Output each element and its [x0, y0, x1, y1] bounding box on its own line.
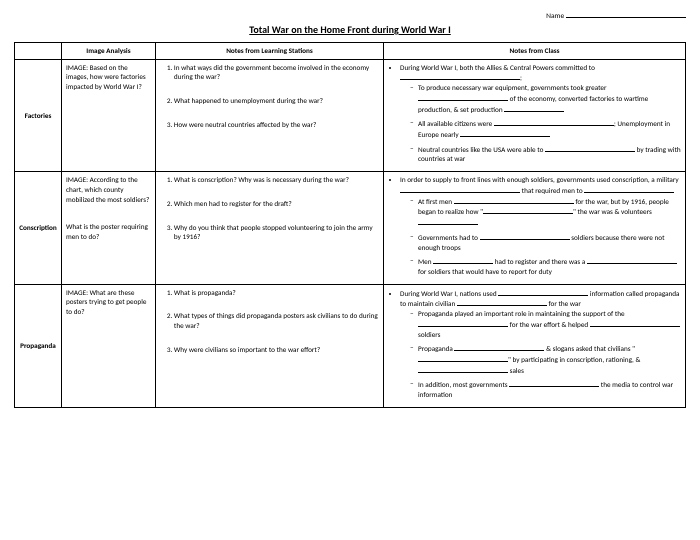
np3c: " by participating in conscription, rati…	[508, 355, 640, 364]
label-propaganda: Propaganda	[15, 284, 62, 407]
blank[interactable]	[460, 129, 550, 137]
blank[interactable]	[504, 104, 564, 112]
np1c: for the war	[549, 299, 581, 308]
q-f1: In what ways did the government become i…	[174, 63, 379, 82]
notes-factories: During World War I, both the Allies & Ce…	[384, 59, 686, 171]
blank[interactable]	[457, 298, 547, 306]
row-factories: Factories IMAGE: Based on the images, ho…	[15, 59, 686, 171]
questions-factories: In what ways did the government become i…	[155, 59, 383, 171]
name-label: Name	[546, 12, 564, 21]
np2b: for the war effort & helped	[510, 320, 589, 329]
blank[interactable]	[483, 206, 573, 214]
blank[interactable]	[545, 144, 635, 152]
q-p3: Why were civilians so important to the w…	[174, 345, 379, 355]
blank[interactable]	[590, 319, 680, 327]
col-stations: Notes from Learning Stations	[155, 43, 383, 60]
page-title: Total War on the Home Front during World…	[14, 23, 686, 36]
blank[interactable]	[509, 379, 599, 387]
nc1b: that required men to	[522, 186, 583, 195]
nf2a: To produce necessary war equipment, gove…	[418, 83, 606, 92]
col-blank	[15, 43, 62, 60]
blank[interactable]	[418, 365, 508, 373]
q-f2: What happened to unemployment during the…	[174, 96, 379, 106]
header-row: Image Analysis Notes from Learning Stati…	[15, 43, 686, 60]
blank[interactable]	[418, 354, 508, 362]
nf3a: All available citizens were	[418, 119, 492, 128]
nf1a: During World War I, both the Allies & Ce…	[400, 63, 595, 72]
np2c: soldiers	[418, 330, 440, 339]
nc2a: At first men	[418, 197, 452, 206]
nc4a: Men	[418, 257, 432, 266]
image-propaganda: IMAGE: What are these posters trying to …	[61, 284, 155, 407]
q-f3: How were neutral countries affected by t…	[174, 120, 379, 130]
np2a: Propaganda played an important role in m…	[418, 309, 625, 318]
nf1b: ;	[520, 73, 522, 82]
nc4c: for soldiers that would have to report f…	[418, 267, 552, 276]
image-factories: IMAGE: Based on the images, how were fac…	[61, 59, 155, 171]
col-image: Image Analysis	[61, 43, 155, 60]
image-conscription: IMAGE: According to the chart, which cou…	[61, 172, 155, 284]
blank[interactable]	[400, 72, 520, 80]
q-c3: Why do you think that people stopped vol…	[174, 223, 379, 242]
q-p2: What types of things did propaganda post…	[174, 311, 379, 330]
blank[interactable]	[418, 217, 478, 225]
notes-conscription: In order to supply to front lines with e…	[384, 172, 686, 284]
img-c1: IMAGE: According to the chart, which cou…	[66, 175, 151, 204]
blank[interactable]	[400, 185, 520, 193]
questions-propaganda: What is propaganda? What types of things…	[155, 284, 383, 407]
nf4a: Neutral countries like the USA were able…	[418, 145, 543, 154]
q-c1: What is conscription? Why was is necessa…	[174, 175, 379, 185]
notes-propaganda: During World War I, nations used informa…	[384, 284, 686, 407]
label-conscription: Conscription	[15, 172, 62, 284]
blank[interactable]	[418, 319, 508, 327]
nc1a: In order to supply to front lines with e…	[400, 175, 679, 184]
np3a: Propaganda	[418, 344, 453, 353]
nc4b: had to register and there was a	[495, 257, 586, 266]
nc2c: " the war was & volunteers	[573, 207, 652, 216]
np4a: In addition, most governments	[418, 380, 508, 389]
np3d: sales	[510, 366, 524, 375]
blank[interactable]	[454, 196, 574, 204]
blank[interactable]	[418, 93, 508, 101]
label-factories: Factories	[15, 59, 62, 171]
name-blank[interactable]	[566, 10, 686, 18]
np3b: & slogans asked that civilians "	[546, 344, 635, 353]
nc3a: Governments had to	[418, 233, 478, 242]
blank[interactable]	[494, 118, 614, 126]
img-c2: What is the poster requiring men to do?	[66, 222, 151, 241]
col-class: Notes from Class	[384, 43, 686, 60]
name-field: Name	[14, 10, 686, 21]
blank[interactable]	[454, 343, 544, 351]
row-conscription: Conscription IMAGE: According to the cha…	[15, 172, 686, 284]
np1a: During World War I, nations used	[400, 289, 497, 298]
questions-conscription: What is conscription? Why was is necessa…	[155, 172, 383, 284]
blank[interactable]	[433, 256, 493, 264]
row-propaganda: Propaganda IMAGE: What are these posters…	[15, 284, 686, 407]
worksheet-table: Image Analysis Notes from Learning Stati…	[14, 42, 686, 408]
q-c2: Which men had to register for the draft?	[174, 199, 379, 209]
blank[interactable]	[498, 288, 588, 296]
blank[interactable]	[584, 185, 674, 193]
blank[interactable]	[587, 256, 677, 264]
blank[interactable]	[480, 232, 570, 240]
q-p1: What is propaganda?	[174, 288, 379, 298]
